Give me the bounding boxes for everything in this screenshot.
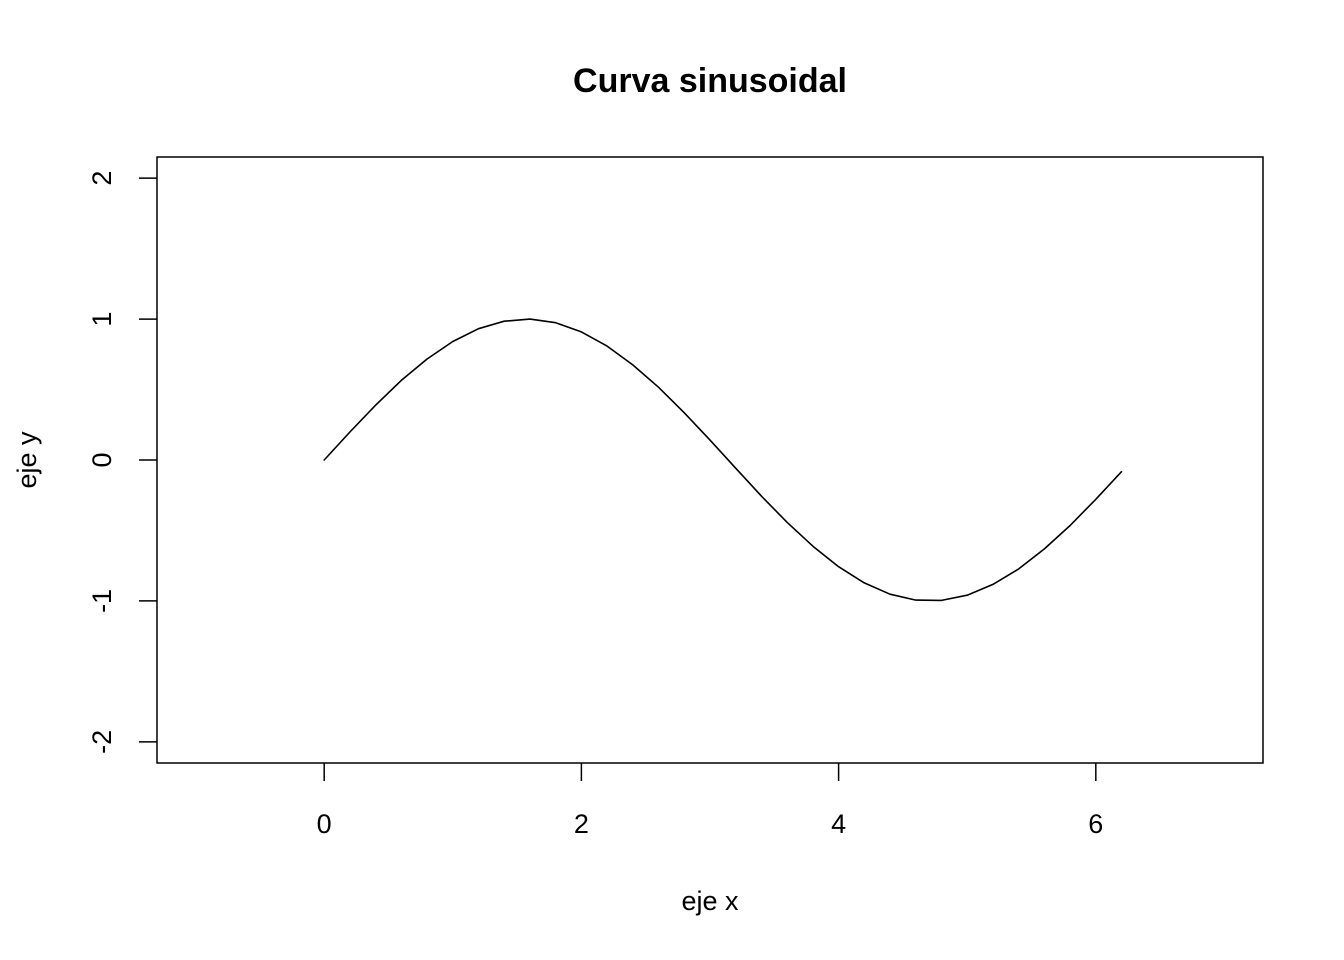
y-tick-label: 1	[87, 312, 117, 327]
series-line	[323, 318, 1123, 602]
x-tick-label: 2	[574, 809, 589, 839]
y-tick-label: -1	[87, 589, 117, 613]
x-tick-label: 6	[1088, 809, 1103, 839]
y-axis: -2 -1 0 1 2	[87, 171, 157, 754]
chart-title: Curva sinusoidal	[573, 62, 847, 100]
x-axis: 0 2 4 6	[317, 763, 1103, 839]
y-tick-label: -2	[87, 730, 117, 754]
x-tick-label: 4	[831, 809, 846, 839]
series-layer	[323, 318, 1123, 602]
x-axis-label: eje x	[681, 886, 739, 916]
y-tick-label: 0	[87, 452, 117, 467]
x-tick-label: 0	[317, 809, 332, 839]
y-tick-label: 2	[87, 171, 117, 186]
y-axis-label: eje y	[12, 431, 42, 489]
